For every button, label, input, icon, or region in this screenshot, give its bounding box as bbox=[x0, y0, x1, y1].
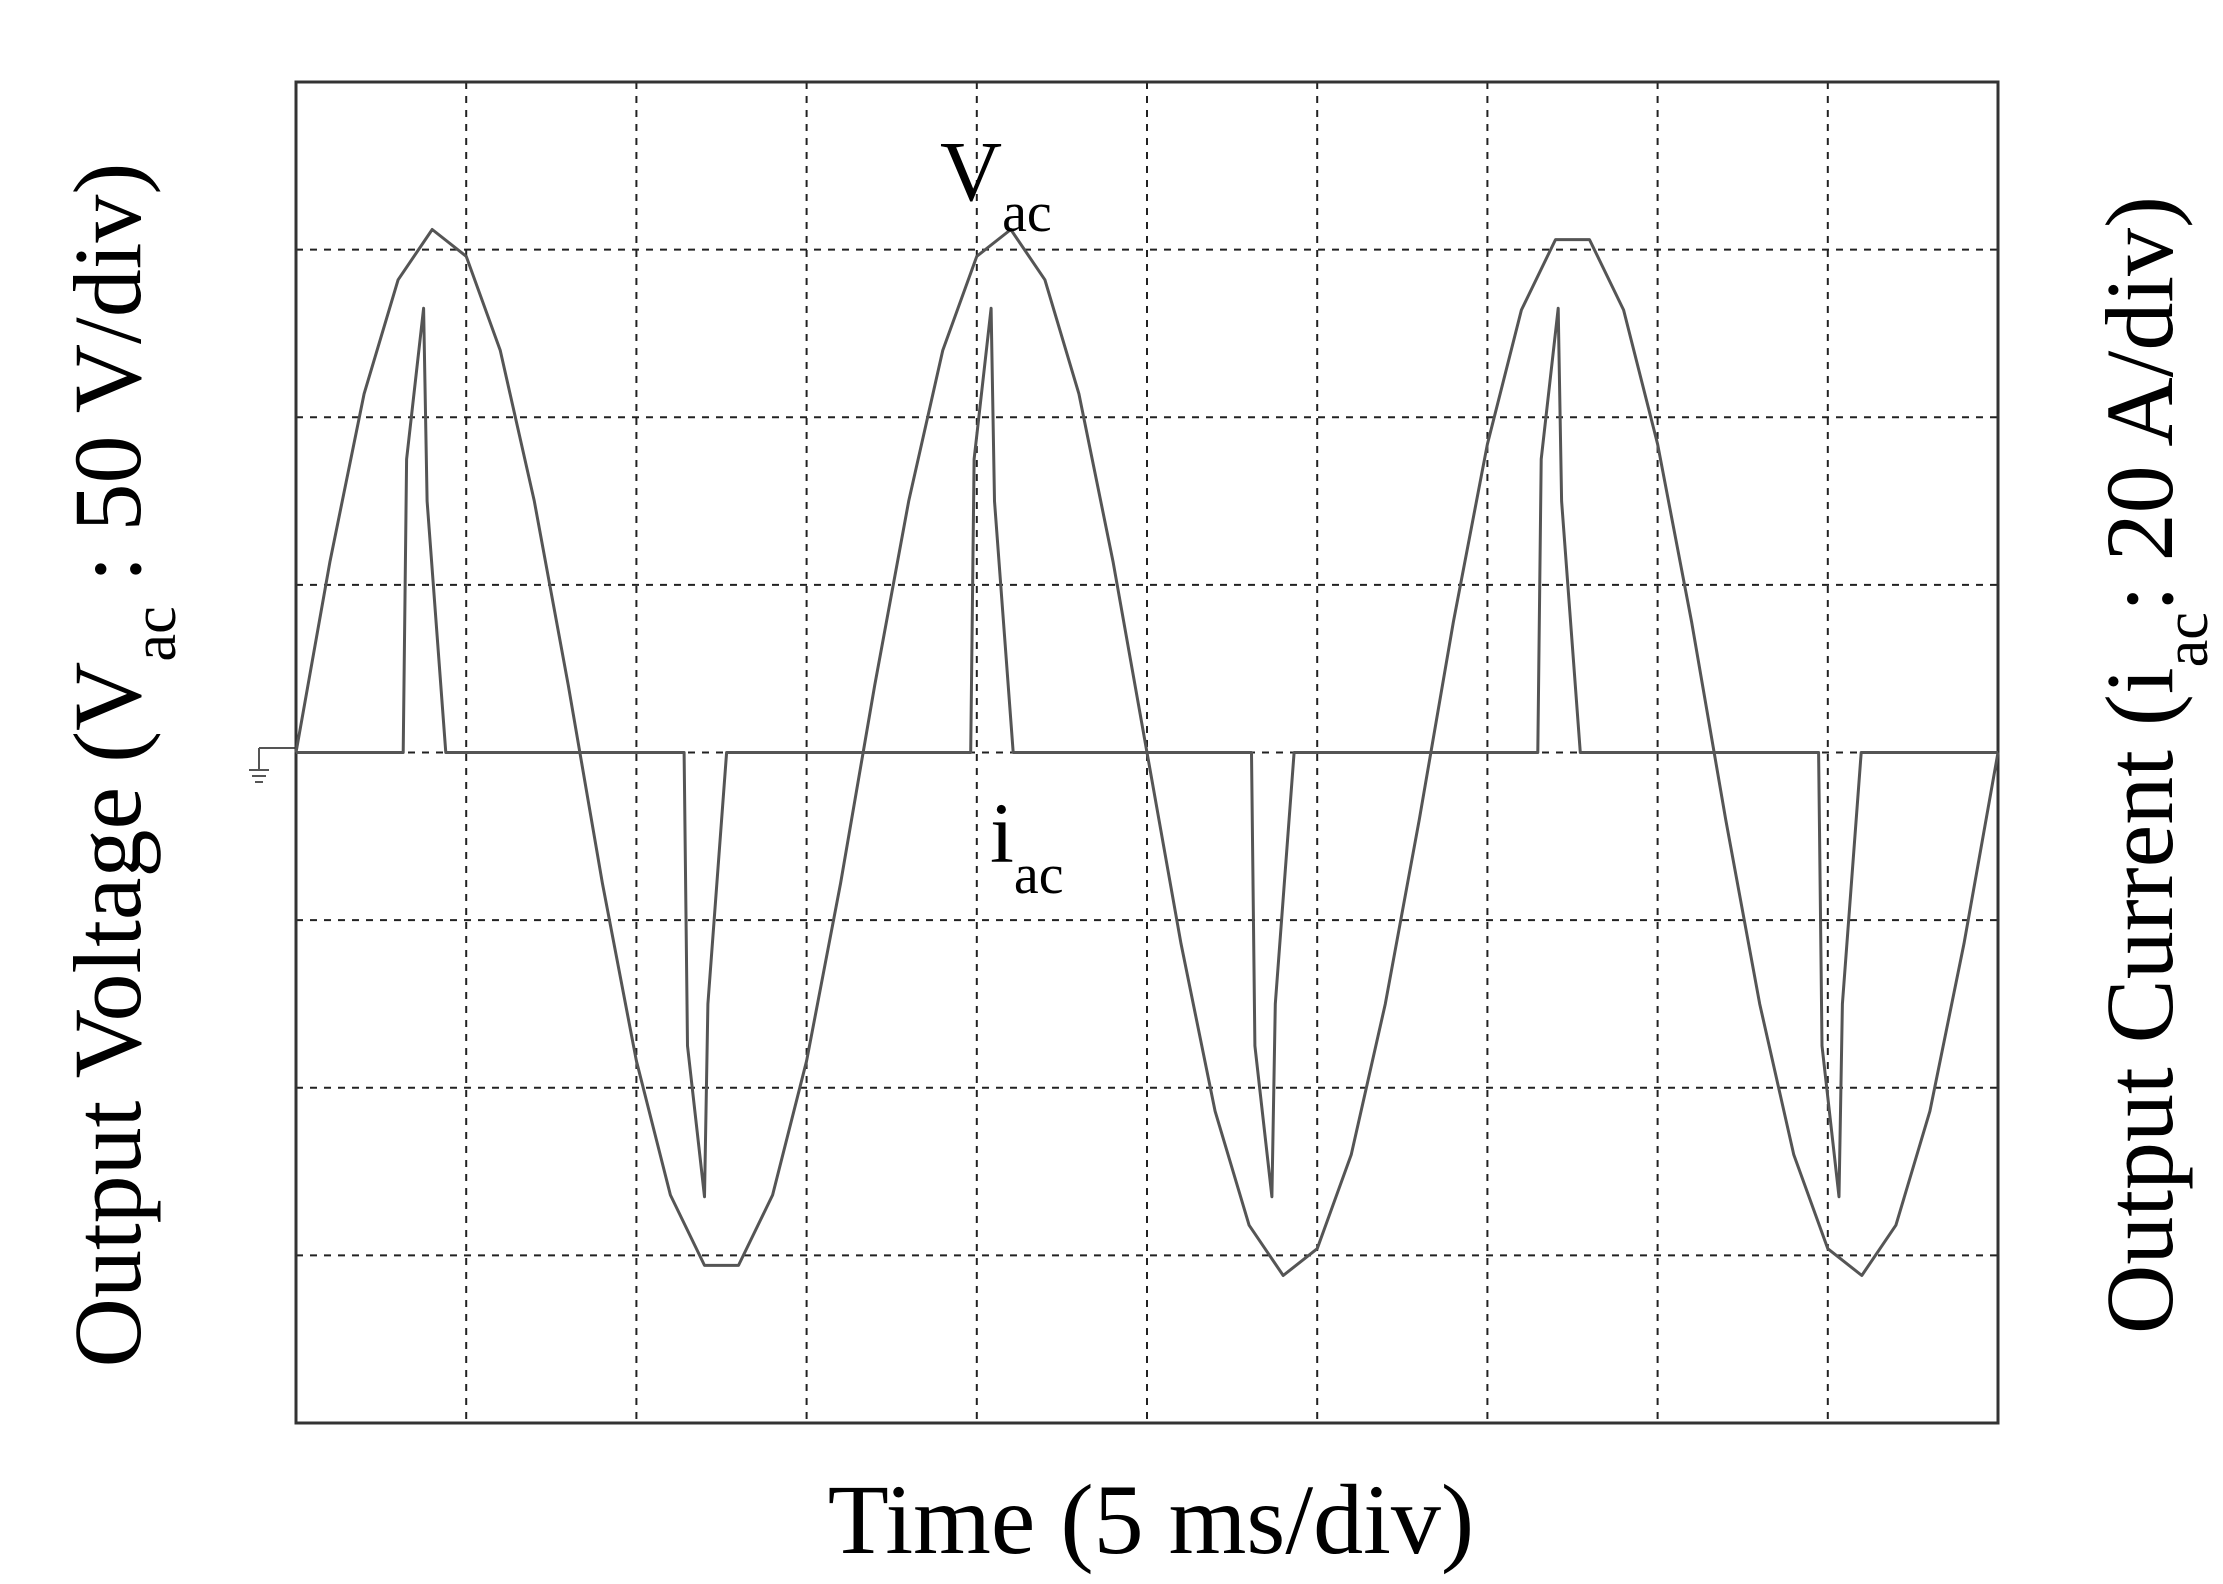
label-part: ac bbox=[1002, 182, 1052, 244]
label-part: ac bbox=[120, 606, 189, 661]
series-line bbox=[296, 306, 1998, 1199]
ground-symbol bbox=[249, 747, 296, 783]
label-part: ac bbox=[1014, 844, 1064, 906]
label-part: V bbox=[940, 123, 1002, 219]
label-part: : 50 V/div) bbox=[54, 163, 161, 607]
x-axis-label: Time (5 ms/div) bbox=[828, 1464, 1474, 1575]
label-part: i bbox=[990, 785, 1014, 881]
series-label: iac bbox=[990, 785, 1064, 906]
y-axis-label: Output Voltage (Vac : 50 V/div) bbox=[54, 163, 189, 1368]
series-label: Vac bbox=[940, 123, 1052, 244]
label-part: : 20 A/div) bbox=[2086, 196, 2193, 612]
y2-axis-label: Output Current (iac: 20 A/div) bbox=[2086, 196, 2221, 1334]
label-part: Output Current (i bbox=[2086, 667, 2193, 1334]
label-part: Output Voltage (V bbox=[54, 662, 161, 1368]
label-part: ac bbox=[2152, 612, 2221, 667]
